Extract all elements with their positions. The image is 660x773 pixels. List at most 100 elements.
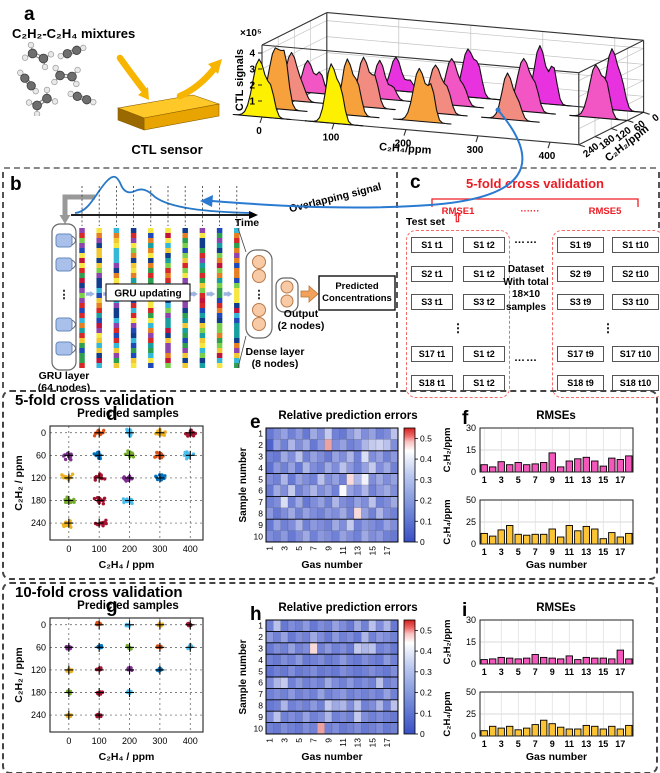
feature-stripe bbox=[182, 278, 188, 283]
heatmap-cell bbox=[273, 473, 281, 486]
feature-stripe bbox=[199, 363, 206, 368]
predicted-point bbox=[130, 451, 134, 455]
feature-stripe bbox=[182, 268, 188, 273]
heatmap-cell bbox=[287, 711, 296, 723]
feature-stripe bbox=[148, 358, 154, 363]
predicted-point bbox=[162, 433, 166, 437]
heatmap-cell bbox=[265, 676, 274, 689]
gru-node bbox=[55, 257, 73, 272]
heatmap-cell bbox=[331, 619, 340, 632]
heatmap-cell bbox=[383, 519, 391, 531]
heatmap-cell bbox=[368, 507, 377, 520]
x-tick-label: 9 bbox=[550, 475, 555, 485]
feature-stripe bbox=[216, 228, 223, 233]
heatmap-cell bbox=[361, 665, 369, 678]
feature-stripe bbox=[130, 253, 137, 258]
panel-f-label: f bbox=[462, 408, 469, 429]
heatmap-cell bbox=[390, 619, 399, 632]
heatmap-cell bbox=[361, 631, 369, 643]
bars-xlabel: Gas number bbox=[526, 559, 587, 570]
predicted-point bbox=[163, 474, 167, 478]
heatmap-cell bbox=[324, 631, 333, 643]
fold1-dots: ⋮ bbox=[452, 320, 464, 335]
heatmap-cell bbox=[309, 631, 318, 643]
fold-dots-bottom: …… bbox=[514, 352, 538, 364]
heatmap-cell bbox=[390, 642, 399, 655]
feature-stripe bbox=[148, 263, 154, 268]
heatmap-cell bbox=[368, 496, 377, 508]
feature-stripe bbox=[216, 343, 223, 348]
heatmap-cell bbox=[287, 507, 296, 520]
carbon-atom bbox=[82, 95, 92, 105]
feature-stripe bbox=[79, 248, 85, 253]
feature-stripe bbox=[165, 343, 171, 348]
time-label: Time bbox=[235, 217, 259, 229]
heatmap-cell bbox=[309, 496, 318, 508]
feature-stripe bbox=[79, 333, 85, 338]
heatmap-cell bbox=[368, 439, 377, 451]
heatmap-cell bbox=[287, 473, 296, 486]
heatmap-cell bbox=[331, 427, 340, 440]
predicted-point bbox=[93, 478, 98, 482]
heatmap-cell bbox=[353, 530, 362, 543]
x-tick-label: 15 bbox=[598, 547, 608, 557]
gru-dots: ⋮ bbox=[59, 289, 70, 301]
heatmap-cell bbox=[273, 507, 281, 520]
z-tick bbox=[611, 127, 618, 132]
plot-border bbox=[479, 691, 634, 737]
gas-tick-label: 9 bbox=[323, 546, 333, 551]
heatmap-cell bbox=[309, 619, 318, 632]
heatmap-cell bbox=[302, 427, 311, 440]
rmse-bar bbox=[616, 728, 624, 737]
heatmap-cell bbox=[375, 507, 384, 520]
carbon-atom bbox=[27, 48, 38, 59]
heatmap-cell bbox=[317, 654, 325, 666]
feature-stripe bbox=[165, 353, 171, 358]
feature-stripe bbox=[130, 273, 137, 278]
hydrogen-atom bbox=[33, 110, 41, 116]
y-tick-label: 30 bbox=[466, 615, 476, 625]
rmse-bar bbox=[599, 657, 607, 665]
rmse-bar bbox=[489, 466, 497, 473]
feature-stripe bbox=[165, 233, 171, 238]
heatmap-cell bbox=[280, 473, 289, 486]
gas-tick-label: 9 bbox=[323, 738, 333, 743]
x-tick-label: 200 bbox=[122, 736, 137, 746]
heatmap-cell bbox=[302, 439, 311, 451]
heatmap-cell bbox=[273, 631, 281, 643]
sample-tick-label: 8 bbox=[258, 509, 263, 519]
y-tick-label: 3 bbox=[249, 65, 255, 76]
feature-stripe bbox=[130, 333, 137, 338]
z-tick bbox=[578, 144, 585, 148]
predicted-point bbox=[182, 453, 187, 457]
feature-stripe bbox=[113, 303, 120, 308]
heatmap-cell bbox=[273, 699, 281, 712]
plot-border bbox=[49, 425, 204, 541]
feature-stripe bbox=[199, 308, 206, 313]
feature-stripe bbox=[234, 258, 240, 263]
feature-stripe bbox=[79, 238, 85, 243]
output-label-line1: Output bbox=[283, 308, 319, 320]
colorbar-tick-label: 0.5 bbox=[420, 625, 432, 635]
gas-tick-label: 7 bbox=[309, 546, 319, 551]
rmse-bar bbox=[565, 460, 573, 473]
feature-stripe bbox=[216, 253, 223, 258]
feature-stripe bbox=[79, 273, 85, 278]
heatmap-cell bbox=[324, 473, 333, 486]
heatmap-cell bbox=[375, 530, 384, 543]
feature-stripe bbox=[165, 338, 171, 343]
ridge-xlabel: C₂H₄/ppm bbox=[379, 141, 432, 157]
feature-stripe bbox=[199, 348, 206, 353]
y-tick-label: 1 bbox=[249, 97, 255, 108]
feature-stripe bbox=[216, 313, 223, 318]
colorbar bbox=[403, 619, 416, 735]
feature-stripe bbox=[165, 348, 171, 353]
feature-stripe bbox=[113, 363, 120, 368]
rmse-bar bbox=[480, 730, 488, 737]
x-tick-label: 3 bbox=[499, 739, 504, 749]
heatmap-cell bbox=[353, 439, 362, 451]
colorbar-tick-label: 0.3 bbox=[420, 475, 432, 485]
heatmap-cell bbox=[353, 427, 362, 440]
heatmap-cell bbox=[339, 450, 347, 463]
x-tick-label: 1 bbox=[482, 739, 487, 749]
